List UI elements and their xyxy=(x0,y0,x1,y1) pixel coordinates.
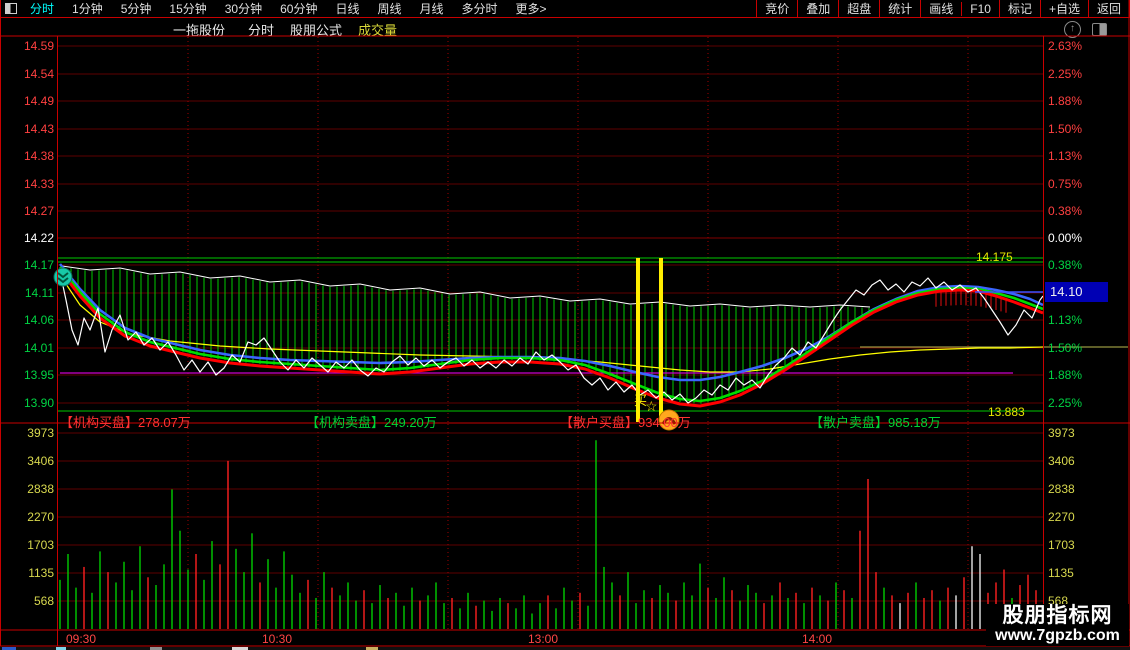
btn-diejia[interactable]: 叠加 xyxy=(797,0,838,17)
time-axis-label: 14:00 xyxy=(802,632,833,646)
volume-axis-label: 1135 xyxy=(28,566,54,580)
tab-multi-fenshi[interactable]: 多分时 xyxy=(461,2,498,16)
price-axis-label: 14.43 xyxy=(23,122,54,136)
volume-indicator-label[interactable]: 成交量 xyxy=(358,23,398,38)
percent-axis-label: 2.63% xyxy=(1048,39,1083,53)
btn-biaoji[interactable]: 标记 xyxy=(998,0,1040,17)
last-price-badge: 14.10 xyxy=(1045,282,1108,302)
period-toolbar: 分时 1分钟 5分钟 15分钟 30分钟 60分钟 日线 周线 月线 多分时 更… xyxy=(0,0,1130,18)
retail-sell-annotation: 【散户卖盘】985.18万 xyxy=(810,415,941,430)
volume-axis-label: 3406 xyxy=(1048,454,1075,468)
inst-sell-annotation: 【机构卖盘】249.20万 xyxy=(306,415,437,430)
tab-1min[interactable]: 1分钟 xyxy=(72,2,103,16)
chart-subheader: 一拖股份 分时 股朋公式 成交量 xyxy=(0,18,1130,38)
stock-name: 一拖股份 xyxy=(173,23,226,38)
time-axis-label: 13:00 xyxy=(528,632,559,646)
ma-line-red xyxy=(58,269,1044,408)
price-axis-label: 14.11 xyxy=(24,286,54,300)
tab-15min[interactable]: 15分钟 xyxy=(169,2,207,16)
price-axis-label: 13.95 xyxy=(23,368,54,382)
volume-axis-label: 2838 xyxy=(27,482,54,496)
percent-axis-label: 2.25% xyxy=(1048,396,1083,410)
price-axis-label: 14.06 xyxy=(23,313,54,327)
price-axis-label: 14.01 xyxy=(23,341,54,355)
price-axis-label: 14.59 xyxy=(23,39,54,53)
inst-buy-annotation: 【机构买盘】278.07万 xyxy=(60,415,191,430)
percent-axis-label: 0.75% xyxy=(1048,177,1083,191)
price-axis-label: 13.90 xyxy=(23,396,54,410)
volume-axis-label: 3406 xyxy=(27,454,54,468)
percent-axis-label: 1.13% xyxy=(1048,149,1083,163)
window-icon[interactable] xyxy=(5,3,17,14)
volume-axis-label: 568 xyxy=(33,594,54,608)
percent-axis-label: 0.38% xyxy=(1048,258,1083,272)
volume-axis-label: 3973 xyxy=(27,426,54,440)
price-axis-label: 14.33 xyxy=(23,177,54,191)
price-axis-label: 14.27 xyxy=(23,204,54,218)
tab-more[interactable]: 更多> xyxy=(515,2,547,16)
tab-fenshi[interactable]: 分时 xyxy=(30,2,55,16)
tab-60min[interactable]: 60分钟 xyxy=(280,2,318,16)
btn-chaopan[interactable]: 超盘 xyxy=(838,0,879,17)
volume-axis-label: 1703 xyxy=(1048,538,1075,552)
formula-label[interactable]: 股朋公式 xyxy=(290,23,343,38)
percent-axis-label: 0.00% xyxy=(1048,231,1083,245)
ma-line-blue xyxy=(58,263,1044,382)
watermark-site-name: 股朋指标网 xyxy=(1002,604,1113,627)
percent-axis-label: 1.50% xyxy=(1048,341,1083,355)
star-marker-icon: ☆ xyxy=(645,398,658,414)
price-line xyxy=(59,271,1044,404)
volume-axis-label: 1135 xyxy=(1048,566,1074,580)
time-axis-label: 09:30 xyxy=(66,632,97,646)
tab-30min[interactable]: 30分钟 xyxy=(224,2,263,16)
price-axis-label: 14.54 xyxy=(23,67,54,81)
time-axis-label: 10:30 xyxy=(262,632,293,646)
price-axis-label: 14.38 xyxy=(23,149,54,163)
percent-axis-label: 1.13% xyxy=(1048,313,1083,327)
site-watermark: 股朋指标网 www.7gpzb.com xyxy=(986,604,1129,646)
btn-tongji[interactable]: 统计 xyxy=(879,0,920,17)
percent-axis-label: 1.88% xyxy=(1048,368,1083,382)
price-axis-label: 14.17 xyxy=(23,258,54,272)
volume-axis-label: 1703 xyxy=(27,538,54,552)
percent-axis-label: 1.88% xyxy=(1048,94,1083,108)
btn-huaxian[interactable]: 画线 xyxy=(920,0,961,17)
taskbar-sliver xyxy=(0,647,1130,650)
retail-buy-annotation: 【散户买盘】934.00万 xyxy=(560,415,691,430)
tab-month[interactable]: 月线 xyxy=(419,2,444,16)
price-axis-label: 14.49 xyxy=(23,94,54,108)
right-toolbar: 竞价 叠加 超盘 统计 画线 F10 标记 +自选 返回 xyxy=(756,0,1130,17)
arc-up-icon xyxy=(661,417,677,425)
watermark-url: www.7gpzb.com xyxy=(995,627,1120,644)
volume-axis-label: 3973 xyxy=(1048,426,1075,440)
btn-f10[interactable]: F10 xyxy=(961,1,999,16)
volume-axis-label: 2838 xyxy=(1048,482,1075,496)
volume-axis-label: 2270 xyxy=(27,510,54,524)
scroll-up-icon[interactable]: ↑ xyxy=(1064,21,1081,38)
percent-axis-label: 0.38% xyxy=(1048,204,1083,218)
percent-axis-label: 1.50% xyxy=(1048,122,1083,136)
period-label: 分时 xyxy=(248,23,275,38)
lower-level-label: 13.883 xyxy=(988,405,1025,419)
curtain-top-envelope xyxy=(61,265,871,308)
tab-week[interactable]: 周线 xyxy=(377,2,402,16)
tab-5min[interactable]: 5分钟 xyxy=(120,2,152,16)
percent-axis-label: 2.25% xyxy=(1048,67,1083,81)
btn-add-watchlist[interactable]: +自选 xyxy=(1039,0,1088,17)
volume-axis-label: 2270 xyxy=(1048,510,1075,524)
price-axis-label: 14.22 xyxy=(23,231,54,245)
average-price-line xyxy=(59,274,1044,373)
upper-level-label: 14.175 xyxy=(976,250,1013,264)
ma-line-green xyxy=(58,266,1044,403)
chevron-down-icon xyxy=(57,272,69,284)
tab-day[interactable]: 日线 xyxy=(335,2,360,16)
buy-signal-char: 买 xyxy=(634,393,648,408)
btn-jingjia[interactable]: 竞价 xyxy=(756,0,797,17)
